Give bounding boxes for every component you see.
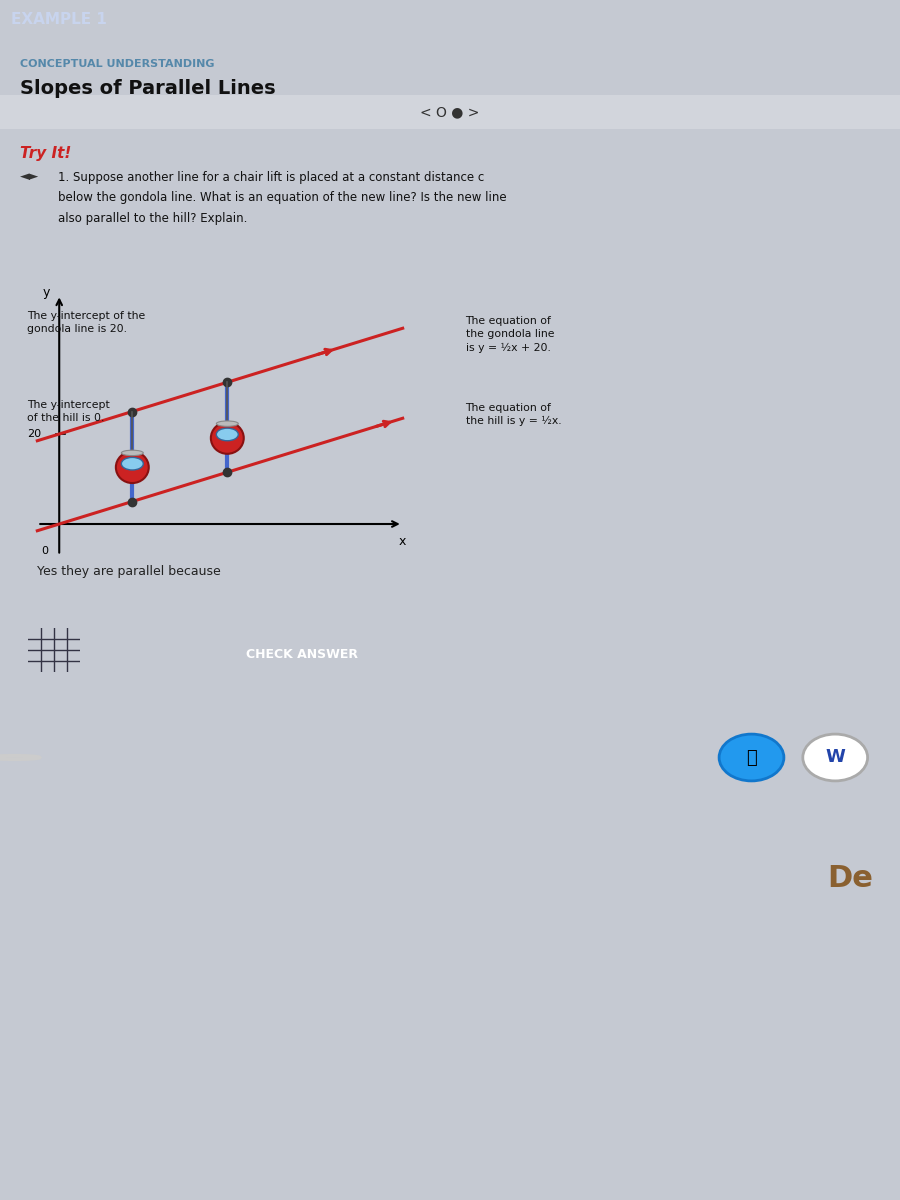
Ellipse shape xyxy=(216,428,239,440)
Text: 1. Suppose another line for a chair lift is placed at a constant distance c: 1. Suppose another line for a chair lift… xyxy=(58,170,485,184)
Text: Slopes of Parallel Lines: Slopes of Parallel Lines xyxy=(20,79,275,97)
Text: The equation of
the hill is y = ½x.: The equation of the hill is y = ½x. xyxy=(465,403,561,426)
Text: x: x xyxy=(399,535,407,548)
Ellipse shape xyxy=(211,422,244,454)
Text: CONCEPTUAL UNDERSTANDING: CONCEPTUAL UNDERSTANDING xyxy=(20,59,214,68)
Text: Yes they are parallel because: Yes they are parallel because xyxy=(38,564,221,577)
Text: The y-intercept of the
gondola line is 20.: The y-intercept of the gondola line is 2… xyxy=(27,311,146,335)
Text: 0: 0 xyxy=(41,546,48,557)
Ellipse shape xyxy=(216,421,239,426)
Ellipse shape xyxy=(116,451,148,484)
Text: y: y xyxy=(43,286,50,299)
Ellipse shape xyxy=(719,734,784,781)
Text: 20: 20 xyxy=(27,428,41,439)
Ellipse shape xyxy=(803,734,868,781)
Text: 📂: 📂 xyxy=(746,749,757,767)
Text: W: W xyxy=(825,749,845,767)
Text: Try It!: Try It! xyxy=(20,146,71,161)
Text: The equation of
the gondola line
is y = ½x + 20.: The equation of the gondola line is y = … xyxy=(465,317,554,353)
Text: The y-intercept
of the hill is 0.: The y-intercept of the hill is 0. xyxy=(27,400,110,424)
Text: below the gondola line. What is an equation of the new line? Is the new line: below the gondola line. What is an equat… xyxy=(58,191,507,204)
FancyBboxPatch shape xyxy=(0,96,900,128)
Text: De: De xyxy=(827,864,873,893)
Text: EXAMPLE 1: EXAMPLE 1 xyxy=(11,12,107,26)
Ellipse shape xyxy=(122,450,143,456)
Text: ◄►: ◄► xyxy=(20,170,39,184)
Text: < O ● >: < O ● > xyxy=(420,106,480,119)
Ellipse shape xyxy=(122,457,143,470)
Text: also parallel to the hill? Explain.: also parallel to the hill? Explain. xyxy=(58,212,248,226)
Text: CHECK ANSWER: CHECK ANSWER xyxy=(247,648,358,660)
